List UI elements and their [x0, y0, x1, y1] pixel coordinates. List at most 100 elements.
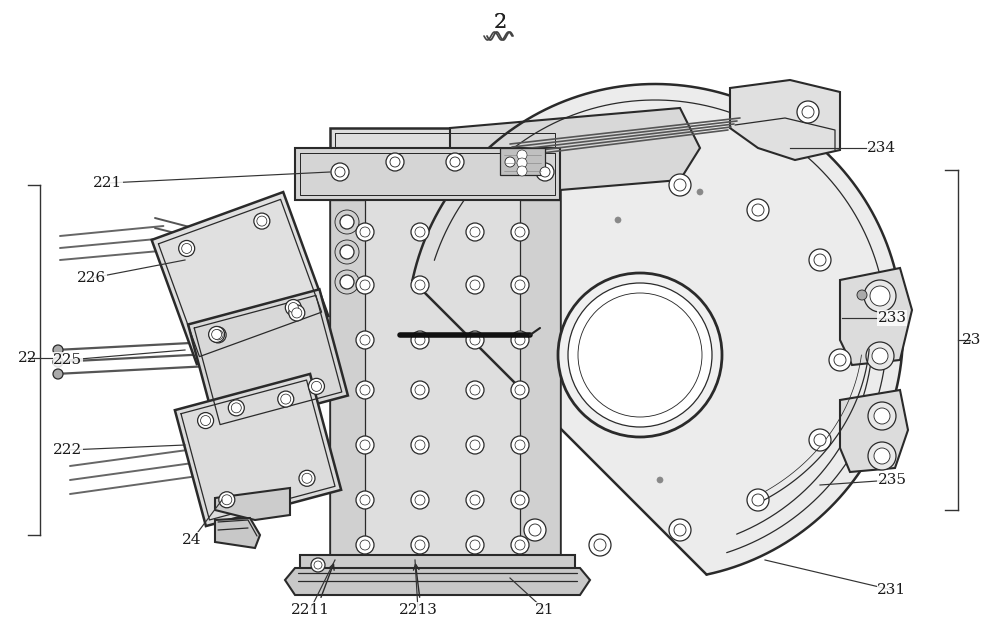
Circle shape [360, 540, 370, 550]
Polygon shape [300, 555, 575, 575]
Circle shape [470, 440, 480, 450]
Circle shape [517, 158, 527, 168]
Polygon shape [188, 289, 348, 430]
Circle shape [470, 335, 480, 345]
Circle shape [868, 402, 896, 430]
Circle shape [360, 335, 370, 345]
Circle shape [360, 280, 370, 290]
Circle shape [281, 394, 291, 404]
Circle shape [515, 495, 525, 505]
Circle shape [594, 539, 606, 551]
Circle shape [331, 163, 349, 181]
Text: 234: 234 [867, 141, 897, 155]
Circle shape [257, 216, 267, 226]
Circle shape [866, 342, 894, 370]
Polygon shape [520, 200, 560, 565]
Polygon shape [215, 488, 290, 520]
Circle shape [515, 227, 525, 237]
Circle shape [829, 349, 851, 371]
Circle shape [466, 276, 484, 294]
Circle shape [517, 166, 527, 176]
Circle shape [219, 492, 235, 508]
Circle shape [411, 223, 429, 241]
Circle shape [470, 227, 480, 237]
Polygon shape [500, 148, 545, 175]
Circle shape [360, 495, 370, 505]
Polygon shape [330, 200, 365, 565]
Circle shape [289, 305, 305, 321]
Circle shape [857, 290, 867, 300]
Circle shape [470, 540, 480, 550]
Circle shape [864, 280, 896, 312]
Circle shape [674, 524, 686, 536]
Text: 2213: 2213 [399, 603, 437, 617]
Circle shape [210, 327, 226, 343]
Circle shape [450, 157, 460, 167]
Circle shape [697, 189, 703, 195]
Circle shape [529, 524, 541, 536]
Circle shape [558, 273, 722, 437]
Circle shape [511, 436, 529, 454]
Circle shape [198, 413, 214, 429]
Circle shape [411, 436, 429, 454]
Circle shape [360, 440, 370, 450]
Text: 225: 225 [53, 353, 83, 367]
Circle shape [222, 495, 232, 505]
Polygon shape [175, 374, 341, 526]
Circle shape [615, 217, 621, 223]
Circle shape [228, 400, 244, 416]
Circle shape [340, 215, 354, 229]
Circle shape [356, 536, 374, 554]
Circle shape [446, 153, 464, 171]
Circle shape [411, 536, 429, 554]
Polygon shape [840, 390, 908, 472]
Circle shape [797, 101, 819, 123]
Circle shape [752, 494, 764, 506]
Circle shape [360, 227, 370, 237]
Circle shape [209, 327, 225, 342]
Circle shape [536, 163, 554, 181]
Circle shape [356, 491, 374, 509]
Text: 222: 222 [53, 443, 83, 457]
Circle shape [415, 227, 425, 237]
Text: 231: 231 [877, 583, 907, 597]
Circle shape [390, 157, 400, 167]
Circle shape [201, 415, 211, 425]
Circle shape [212, 330, 222, 339]
Circle shape [466, 436, 484, 454]
Text: 21: 21 [535, 603, 555, 617]
Circle shape [254, 213, 270, 229]
Circle shape [466, 331, 484, 349]
Text: 2: 2 [493, 13, 507, 32]
Circle shape [311, 558, 325, 572]
Circle shape [540, 167, 550, 177]
Circle shape [356, 381, 374, 399]
Circle shape [302, 474, 312, 483]
Circle shape [356, 436, 374, 454]
Circle shape [311, 382, 321, 391]
Circle shape [470, 385, 480, 395]
Polygon shape [285, 568, 590, 595]
Circle shape [360, 385, 370, 395]
Circle shape [470, 280, 480, 290]
Circle shape [515, 280, 525, 290]
Circle shape [511, 331, 529, 349]
Circle shape [814, 434, 826, 446]
Circle shape [386, 153, 404, 171]
Circle shape [415, 495, 425, 505]
Circle shape [213, 330, 223, 340]
Circle shape [752, 204, 764, 216]
Text: 2: 2 [493, 13, 507, 32]
Circle shape [747, 489, 769, 511]
Circle shape [809, 249, 831, 271]
Circle shape [874, 448, 890, 464]
Circle shape [515, 335, 525, 345]
Circle shape [466, 491, 484, 509]
Circle shape [356, 276, 374, 294]
Circle shape [874, 408, 890, 424]
Circle shape [308, 378, 324, 394]
Circle shape [511, 536, 529, 554]
Circle shape [578, 293, 702, 417]
Circle shape [669, 174, 691, 196]
Polygon shape [840, 268, 912, 365]
